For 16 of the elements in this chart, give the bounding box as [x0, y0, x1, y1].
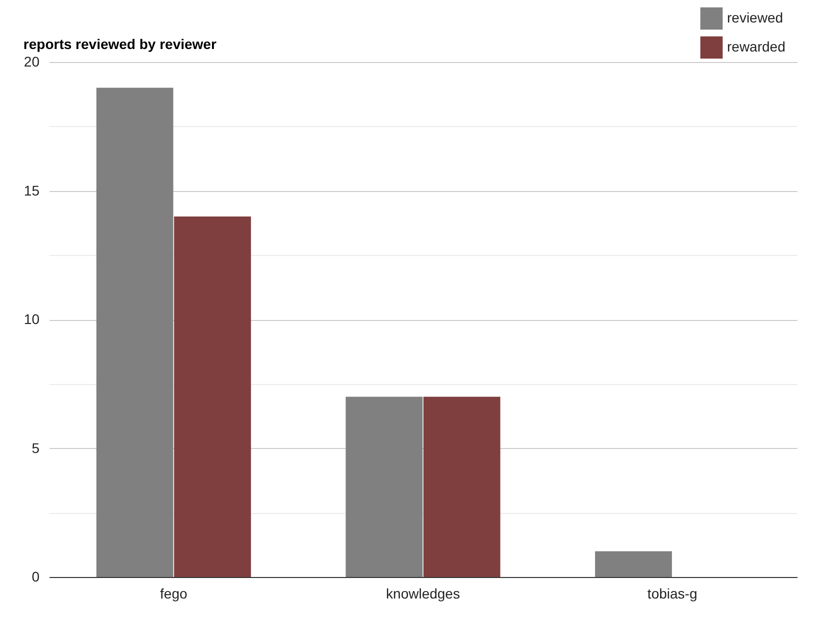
- y-tick-label: 0: [32, 568, 40, 584]
- chart-title: reports reviewed by reviewer: [23, 36, 217, 52]
- y-tick-label: 15: [24, 182, 40, 198]
- bar: [423, 396, 500, 577]
- y-tick-label: 20: [24, 54, 40, 70]
- x-tick-label: knowledges: [386, 586, 460, 602]
- bar: [595, 551, 672, 577]
- legend-label: rewarded: [727, 38, 786, 54]
- y-tick-label: 5: [32, 440, 40, 456]
- bar: [96, 88, 174, 577]
- bar: [346, 396, 423, 577]
- y-tick-label: 10: [24, 311, 40, 327]
- legend-label: reviewed: [727, 10, 784, 26]
- x-tick-label: fego: [160, 586, 188, 602]
- bar: [174, 216, 251, 577]
- x-tick-label: tobias-g: [647, 586, 698, 602]
